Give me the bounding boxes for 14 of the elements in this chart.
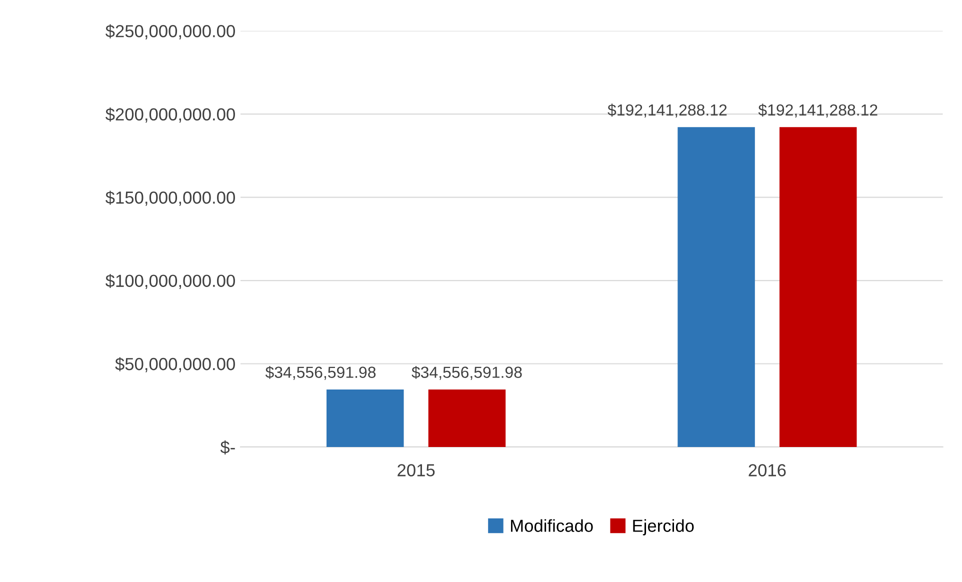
data-label: $34,556,591.98 — [265, 366, 376, 380]
y-tick-label: $250,000,000.00 — [106, 24, 235, 40]
y-tick-label: $50,000,000.00 — [115, 357, 235, 372]
data-label: $192,141,288.12 — [758, 104, 878, 118]
y-tick-label: $- — [220, 440, 235, 454]
legend-label: Modificado — [511, 519, 593, 532]
legend-label: Ejercido — [633, 519, 694, 536]
y-tick-label: $200,000,000.00 — [106, 108, 235, 123]
y-tick-label: $150,000,000.00 — [106, 190, 235, 206]
y-tick-label: $100,000,000.00 — [106, 274, 235, 290]
x-tick-label: 2016 — [748, 464, 786, 476]
data-label: $34,556,591.98 — [412, 366, 522, 380]
data-label: $192,141,288.12 — [608, 104, 727, 118]
x-tick-label: 2015 — [398, 464, 435, 476]
